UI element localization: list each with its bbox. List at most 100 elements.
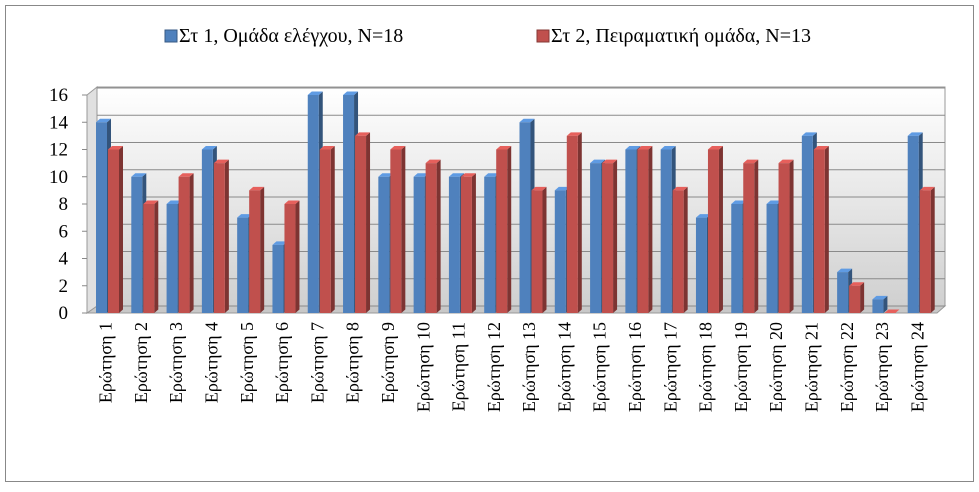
bar — [637, 149, 649, 313]
bar — [425, 163, 437, 313]
bar-side — [507, 146, 512, 313]
bar-top — [390, 146, 406, 150]
legend-swatch — [536, 29, 550, 43]
y-tick-label: 10 — [49, 167, 68, 188]
bar-side — [860, 282, 865, 313]
bar — [625, 149, 637, 313]
x-tick-label: Ερώτηση 2 — [131, 322, 151, 403]
bar-top — [343, 91, 359, 95]
bar-side — [119, 146, 123, 313]
y-tick-label: 4 — [59, 249, 69, 270]
bar-side — [295, 200, 300, 313]
bar — [201, 149, 213, 313]
bar — [460, 176, 472, 313]
x-tick-label: Ερώτηση 23 — [872, 322, 892, 412]
bar — [602, 163, 614, 313]
bar-top — [166, 200, 182, 204]
bar-top — [378, 173, 394, 177]
bar-top — [201, 146, 217, 150]
bar — [390, 149, 402, 313]
bar — [566, 135, 578, 313]
bar — [531, 190, 543, 313]
bar-top — [108, 146, 123, 150]
bar — [413, 176, 425, 313]
bar-top — [590, 159, 606, 164]
bar — [743, 163, 755, 313]
bar-top — [625, 146, 641, 150]
bar-top — [460, 173, 476, 177]
x-tick-label: Ερώτηση 4 — [202, 322, 222, 403]
bar-top — [872, 295, 888, 300]
y-tick-label: 0 — [59, 303, 69, 324]
x-tick-label: Ερώτηση 6 — [272, 322, 292, 403]
bar-top — [213, 159, 229, 164]
bar — [496, 149, 508, 313]
bar-top — [637, 146, 653, 150]
bar-top — [307, 91, 323, 95]
bar — [448, 176, 460, 313]
x-tick-label: Ερώτηση 20 — [766, 322, 786, 412]
bar — [660, 149, 672, 313]
x-tick-label: Ερώτηση 9 — [378, 322, 398, 403]
bar-side — [330, 146, 335, 313]
bar-side — [436, 159, 441, 313]
bar-top — [96, 118, 111, 123]
bar — [143, 204, 155, 313]
bar-top — [496, 146, 512, 150]
bar-top — [531, 186, 547, 191]
bar — [766, 204, 778, 313]
y-tick-label: 2 — [59, 276, 69, 297]
bar-top — [355, 132, 371, 136]
bar-top — [519, 118, 535, 123]
bar-side — [366, 132, 371, 313]
x-tick-label: Ερώτηση 14 — [554, 322, 574, 412]
legend-swatch — [164, 29, 178, 43]
y-tick-label: 6 — [59, 221, 69, 242]
x-tick-label: Ερώτηση 16 — [625, 322, 645, 412]
bar — [96, 122, 107, 313]
bar-top — [566, 132, 582, 136]
bar — [837, 272, 849, 313]
bar-side — [542, 186, 547, 313]
side-wall — [86, 85, 98, 314]
bar-side — [471, 173, 476, 313]
bar-top — [272, 241, 288, 245]
bar — [778, 163, 790, 313]
bar — [849, 285, 861, 313]
x-tick-label: Ερώτηση 10 — [413, 322, 433, 412]
bar — [319, 149, 331, 313]
bar-top — [319, 146, 335, 150]
bar-top — [448, 173, 464, 177]
bar-side — [260, 186, 265, 313]
bar-top — [919, 186, 935, 191]
bar-top — [707, 146, 723, 150]
bar-top — [801, 132, 817, 136]
bar-top — [849, 282, 865, 286]
bar-top — [695, 214, 711, 218]
bar-side — [789, 159, 794, 313]
x-tick-label: Ερώτηση 22 — [837, 322, 857, 412]
y-tick-label: 12 — [49, 140, 68, 161]
bar — [731, 204, 743, 313]
bar-top — [602, 159, 618, 164]
x-tick-label: Ερώτηση 17 — [660, 322, 680, 412]
bar — [707, 149, 719, 313]
bar-side — [401, 146, 406, 313]
bar — [484, 176, 496, 313]
x-tick-label: Ερώτηση 7 — [307, 322, 327, 403]
bar — [131, 176, 143, 313]
x-tick-label: Ερώτηση 19 — [731, 322, 751, 412]
bar — [695, 217, 707, 313]
y-tick-label: 16 — [49, 85, 68, 106]
bar — [213, 163, 225, 313]
bar-top — [178, 173, 194, 177]
bar — [801, 135, 813, 313]
bar-top — [284, 200, 300, 204]
x-tick-label: Ερώτηση 5 — [237, 322, 257, 403]
bar-top — [484, 173, 500, 177]
bar — [519, 122, 531, 313]
x-tick-label: Ερώτηση 3 — [166, 322, 186, 403]
bar — [554, 190, 566, 313]
bar-side — [930, 186, 935, 313]
